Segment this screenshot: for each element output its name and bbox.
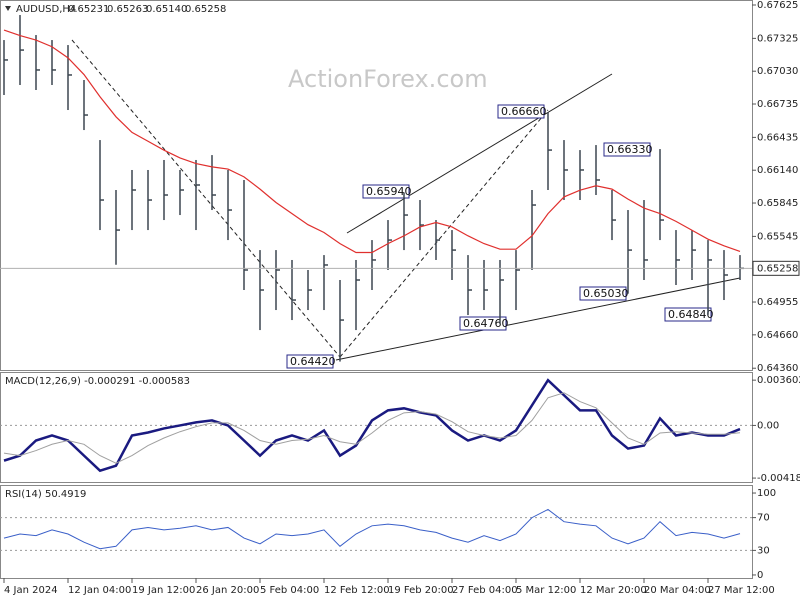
y-tick-label: 0.66435 xyxy=(757,132,798,143)
x-tick-label: 20 Mar 04:00 xyxy=(644,585,711,596)
annotation: 0.65940 xyxy=(366,185,412,198)
macd-title: MACD(12,26,9) -0.000291 -0.000583 xyxy=(5,376,190,387)
trendlines xyxy=(71,39,741,361)
menu-icon xyxy=(5,6,11,11)
x-tick-label: 12 Feb 12:00 xyxy=(324,585,390,596)
high-value: 0.65263 xyxy=(107,4,148,15)
y-tick-label: 70 xyxy=(757,513,770,524)
close-value: 0.65258 xyxy=(185,4,226,15)
macd-panel xyxy=(0,372,753,483)
current-price-box xyxy=(752,260,800,276)
rsi-panel xyxy=(0,485,753,579)
y-tick-label: 0.65545 xyxy=(757,231,798,242)
y-tick-label: 0.67325 xyxy=(757,33,798,44)
y-tick-label: 0.00 xyxy=(757,420,779,431)
annotation: 0.66330 xyxy=(607,143,653,156)
y-tick-label: 0 xyxy=(757,570,763,581)
annotation: 0.64760 xyxy=(463,317,509,330)
x-tick-label: 5 Mar 12:00 xyxy=(516,585,576,596)
annotation: 0.65030 xyxy=(583,287,629,300)
annotation: 0.66660 xyxy=(501,105,547,118)
series-line xyxy=(3,378,741,473)
y-tick-label: 100 xyxy=(757,488,776,499)
series-line xyxy=(3,392,741,464)
x-tick-label: 27 Mar 12:00 xyxy=(708,585,775,596)
y-tick-label: 0.64660 xyxy=(757,330,798,341)
y-tick-label: 0.67030 xyxy=(757,66,798,77)
x-tick-label: 26 Jan 20:00 xyxy=(196,585,259,596)
y-tick-label: 0.64360 xyxy=(757,363,798,374)
y-tick-label: 0.67625 xyxy=(757,0,798,11)
y-tick-label: 0.66735 xyxy=(757,99,798,110)
annotation: 0.64420 xyxy=(290,355,336,368)
rsi-title: RSI(14) 50.4919 xyxy=(5,489,86,500)
x-tick-label: 4 Jan 2024 xyxy=(4,585,58,596)
current-price: 0.65258 xyxy=(757,263,798,274)
y-tick-label: 0.64955 xyxy=(757,297,798,308)
x-tick-label: 5 Feb 04:00 xyxy=(260,585,319,596)
annotation: 0.64840 xyxy=(668,308,714,321)
x-tick-label: 19 Feb 20:00 xyxy=(388,585,454,596)
moving-average xyxy=(3,29,741,254)
x-tick-label: 19 Jan 12:00 xyxy=(132,585,195,596)
symbol: AUDUSD,H4 xyxy=(16,4,76,15)
price-panel xyxy=(0,0,753,371)
watermark: ActionForex.com xyxy=(288,65,488,93)
y-tick-label: 0.65845 xyxy=(757,198,798,209)
y-tick-label: -0.004188 xyxy=(757,473,800,484)
x-tick-label: 12 Jan 04:00 xyxy=(68,585,131,596)
series-line xyxy=(3,508,741,550)
x-tick-label: 27 Feb 04:00 xyxy=(452,585,518,596)
y-tick-label: 0.003602 xyxy=(757,375,800,386)
y-tick-label: 30 xyxy=(757,545,770,556)
x-tick-label: 12 Mar 20:00 xyxy=(580,585,647,596)
open-value: 0.65231 xyxy=(68,4,109,15)
low-value: 0.65140 xyxy=(146,4,187,15)
y-tick-label: 0.66140 xyxy=(757,165,798,176)
annotations: 0.64420 0.65940 0.66660 0.64760 0.65030 … xyxy=(286,104,714,369)
